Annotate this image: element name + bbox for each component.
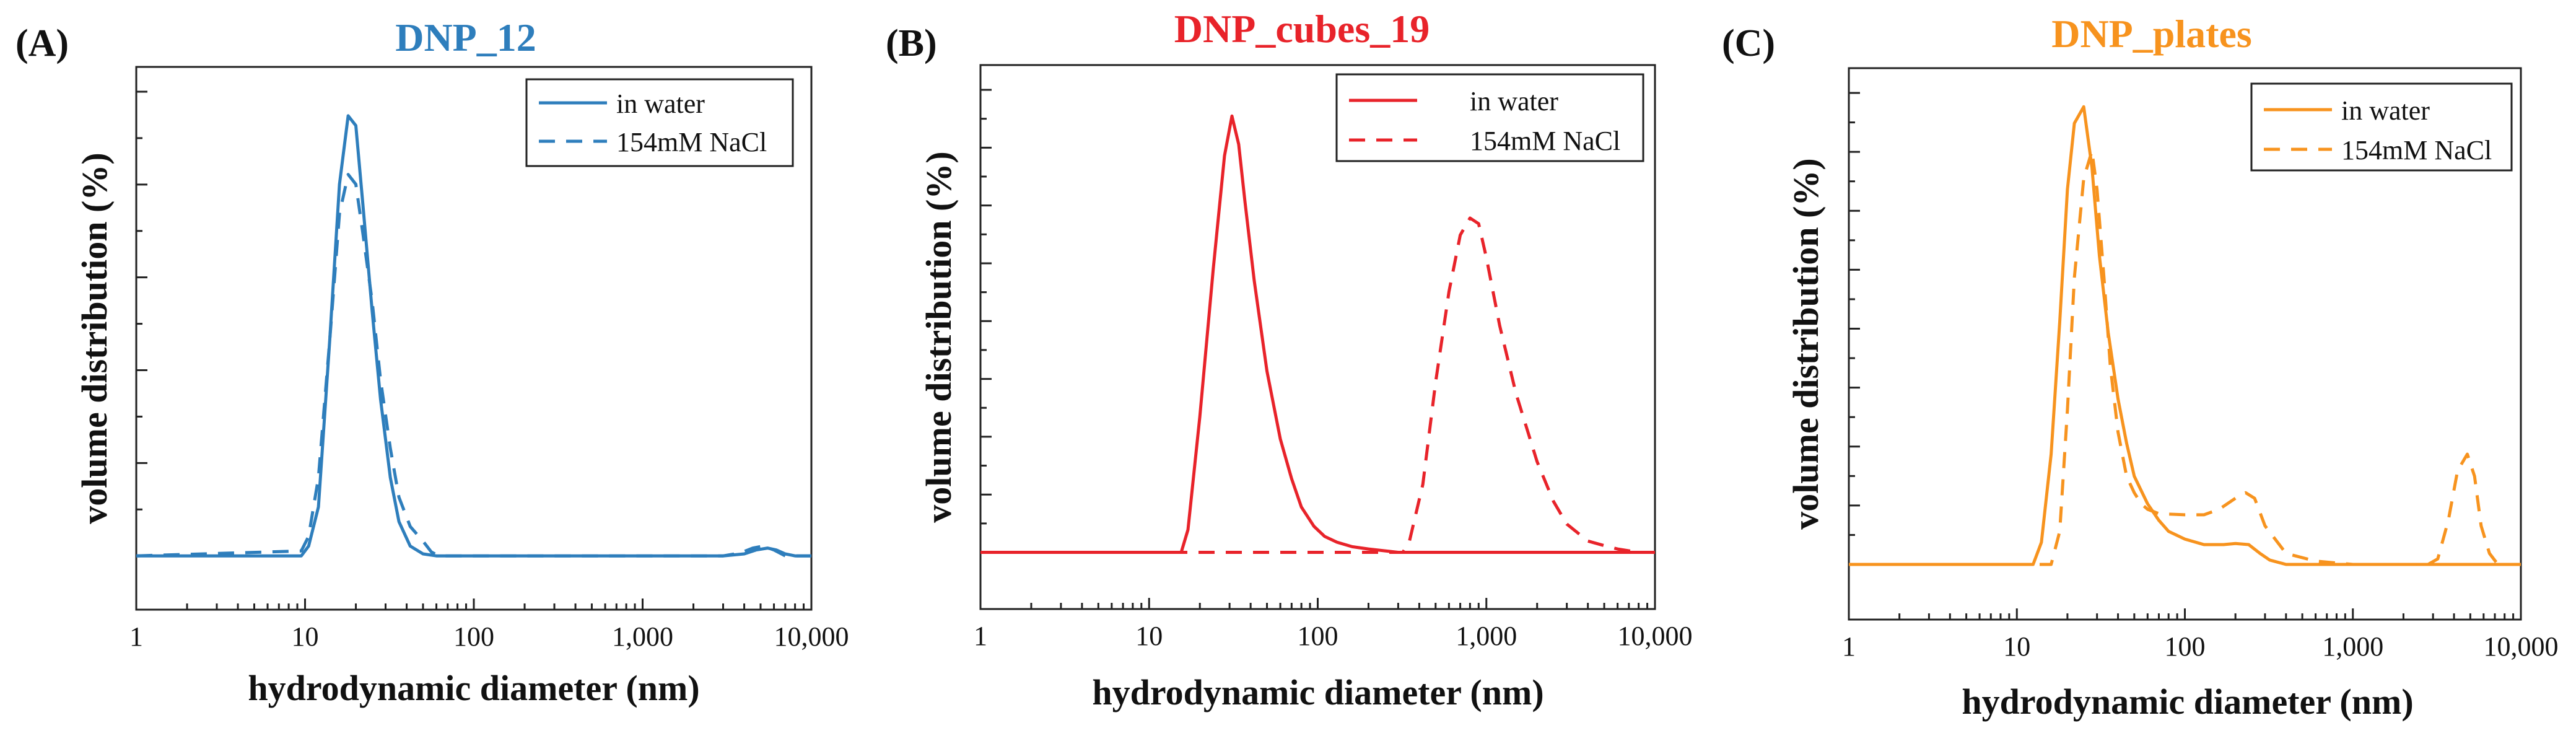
- x-tick-label: 100: [2165, 631, 2206, 662]
- legend-box: [2250, 82, 2513, 172]
- x-tick-label: 100: [453, 621, 494, 652]
- panel-label: (C): [1722, 22, 1775, 64]
- series-line-in-water: [980, 114, 1655, 554]
- legend: in water 154mM NaCl: [525, 78, 794, 167]
- legend-label-in-water: in water: [616, 89, 705, 119]
- x-tick-label: 10: [1135, 621, 1163, 651]
- x-tick-label: 1: [1842, 631, 1856, 662]
- legend-label-nacl: 154mM NaCl: [1470, 126, 1620, 156]
- panel-c: (C) DNP_plates 1 10 100 1,000 10,000 hydrody…: [1722, 12, 2559, 722]
- series-line-nacl: [1849, 149, 2521, 566]
- series-line-nacl: [136, 173, 811, 558]
- chart-title: DNP_cubes_19: [1174, 7, 1430, 51]
- chart-title: DNP_plates: [2051, 12, 2252, 56]
- x-tick-labels: 1 10 100 1,000 10,000: [1842, 631, 2559, 662]
- x-tick-labels: 1 10 100 1,000 10,000: [974, 621, 1693, 651]
- series-line-nacl: [980, 216, 1655, 554]
- x-tick-label: 100: [1298, 621, 1338, 651]
- x-tick-label: 1: [129, 621, 143, 652]
- legend: in water 154mM NaCl: [1335, 73, 1644, 162]
- chart-title: DNP_12: [395, 15, 536, 59]
- panel-label: (B): [886, 22, 937, 64]
- y-axis-title: volume distribution (%): [919, 151, 959, 522]
- x-tick-label: 10,000: [2484, 631, 2559, 662]
- y-axis-title: volume distribution (%): [1786, 158, 1826, 529]
- x-ticks: [135, 598, 813, 610]
- series-layer: [1849, 105, 2521, 566]
- x-tick-label: 10: [2003, 631, 2030, 662]
- x-tick-label: 1: [974, 621, 987, 651]
- x-ticks: [1848, 608, 2522, 620]
- series-line-in-water: [1849, 105, 2521, 566]
- y-ticks: [136, 90, 147, 557]
- legend-label-in-water: in water: [2341, 95, 2430, 126]
- y-ticks: [1849, 92, 1860, 566]
- legend-label-in-water: in water: [1470, 86, 1558, 116]
- legend-box: [1335, 73, 1644, 162]
- x-axis-title: hydrodynamic diameter (nm): [1092, 672, 1543, 712]
- x-axis-title: hydrodynamic diameter (nm): [1962, 682, 2413, 722]
- legend-label-nacl: 154mM NaCl: [2341, 135, 2492, 165]
- series-layer: [980, 114, 1655, 554]
- x-tick-label: 10,000: [774, 621, 849, 652]
- x-tick-label: 10: [292, 621, 319, 652]
- x-ticks: [979, 598, 1656, 609]
- legend-box: [525, 78, 794, 167]
- legend: in water 154mM NaCl: [2250, 82, 2513, 172]
- x-tick-label: 10,000: [1618, 621, 1693, 651]
- panel-b: (B) DNP_cubes_19 1 10 100 1,000 10,000 hydro…: [886, 7, 1693, 712]
- x-axis-title: hydrodynamic diameter (nm): [248, 668, 699, 708]
- panel-label: (A): [15, 22, 69, 64]
- x-tick-label: 1,000: [612, 621, 673, 652]
- series-line-in-water: [136, 114, 811, 558]
- x-tick-label: 1,000: [2322, 631, 2383, 662]
- panel-a: (A) DNP_12 1 10 100 1,000 10,000 hydrodynami…: [15, 15, 849, 708]
- legend-label-nacl: 154mM NaCl: [616, 127, 767, 157]
- x-tick-label: 1,000: [1456, 621, 1517, 651]
- y-axis-title: volume distribution (%): [74, 152, 115, 524]
- y-ticks: [980, 89, 992, 554]
- series-layer: [136, 114, 811, 558]
- x-tick-labels: 1 10 100 1,000 10,000: [129, 621, 849, 652]
